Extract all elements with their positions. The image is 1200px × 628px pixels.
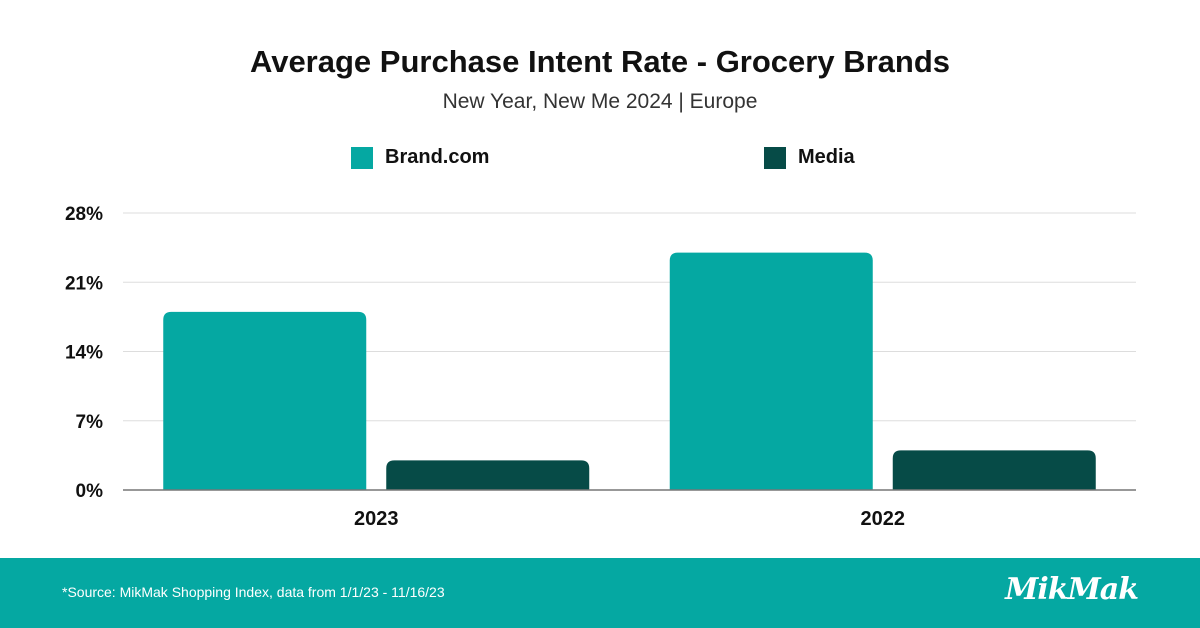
bar-brand-com-2022 xyxy=(669,252,873,490)
bar-media-2023 xyxy=(386,460,590,490)
y-tick-label: 28% xyxy=(65,204,103,225)
y-tick-label: 14% xyxy=(65,343,103,364)
source-note: *Source: MikMak Shopping Index, data fro… xyxy=(62,584,445,600)
y-tick-label: 7% xyxy=(76,412,104,433)
chart-title: Average Purchase Intent Rate - Grocery B… xyxy=(249,44,951,79)
mikmak-logo: MikMak xyxy=(1005,572,1139,607)
chart-legend: Brand.com Media xyxy=(0,146,1200,176)
bar-brand-com-2023 xyxy=(163,311,367,490)
legend-item-brand-com: Brand.com xyxy=(351,146,489,169)
chart-subtitle: New Year, New Me 2024 | Europe xyxy=(442,90,758,113)
legend-swatch-media xyxy=(764,146,786,169)
bar-chart: 0% 7% 14% 21% 28% 2023 2022 xyxy=(65,204,1136,530)
legend-label-media: Media xyxy=(798,146,855,168)
legend-label-brand-com: Brand.com xyxy=(385,146,490,168)
x-tick-label: 2022 xyxy=(861,508,906,530)
bar-media-2022 xyxy=(892,450,1096,490)
footer-bar: *Source: MikMak Shopping Index, data fro… xyxy=(0,558,1200,628)
legend-swatch-brand-com xyxy=(351,146,373,169)
legend-item-media: Media xyxy=(764,146,855,169)
y-tick-label: 21% xyxy=(65,273,103,294)
x-tick-label: 2023 xyxy=(354,508,399,530)
y-tick-label: 0% xyxy=(76,481,104,502)
